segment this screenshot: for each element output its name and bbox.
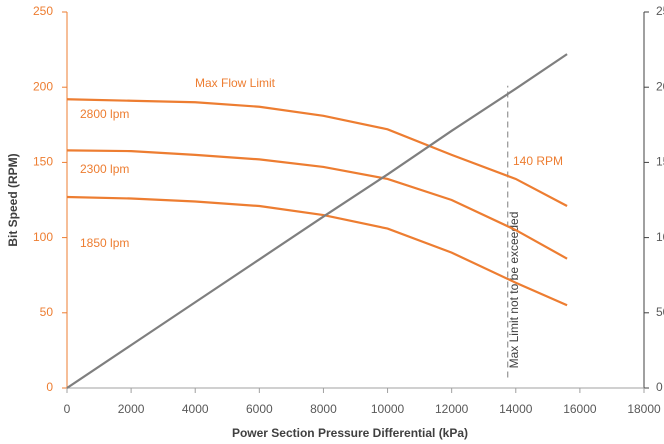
x-tick-label: 10000 bbox=[371, 402, 405, 416]
y2-tick-label: 250 bbox=[656, 4, 664, 18]
series-line bbox=[66, 98, 568, 207]
y2-tick-label: 0 bbox=[656, 380, 663, 394]
series-label: 1850 lpm bbox=[80, 236, 129, 250]
x-tick-label: 14000 bbox=[499, 402, 533, 416]
x-tick-label: 0 bbox=[64, 402, 71, 416]
y2-tick-label: 100 bbox=[656, 230, 664, 244]
y-tick-label: 250 bbox=[33, 4, 53, 18]
x-tick-label: 8000 bbox=[310, 402, 337, 416]
x-tick-label: 12000 bbox=[435, 402, 469, 416]
y2-tick-label: 50 bbox=[656, 305, 664, 319]
series-line bbox=[66, 53, 568, 389]
x-tick-label: 2000 bbox=[118, 402, 145, 416]
y-tick-label: 0 bbox=[46, 380, 53, 394]
annotation: Max Flow Limit bbox=[195, 76, 276, 90]
x-tick-label: 6000 bbox=[246, 402, 273, 416]
y-tick-label: 150 bbox=[33, 155, 53, 169]
x-tick-label: 18000 bbox=[627, 402, 661, 416]
annotation: 140 RPM bbox=[513, 154, 563, 168]
x-tick-label: 16000 bbox=[563, 402, 597, 416]
x-axis-label: Power Section Pressure Differential (kPa… bbox=[232, 426, 468, 440]
series-line bbox=[66, 195, 568, 307]
y-axis-label: Bit Speed (RPM) bbox=[6, 153, 20, 246]
y-tick-label: 100 bbox=[33, 230, 53, 244]
y-tick-label: 50 bbox=[40, 305, 54, 319]
series-label: 2300 lpm bbox=[80, 162, 129, 176]
y-tick-label: 200 bbox=[33, 79, 53, 93]
series-label: 2800 lpm bbox=[80, 107, 129, 121]
y2-tick-label: 150 bbox=[656, 155, 664, 169]
series-line bbox=[66, 149, 568, 260]
limit-label: Max Limit not to be exceeded bbox=[507, 212, 521, 369]
x-tick-label: 4000 bbox=[182, 402, 209, 416]
y2-tick-label: 200 bbox=[656, 79, 664, 93]
